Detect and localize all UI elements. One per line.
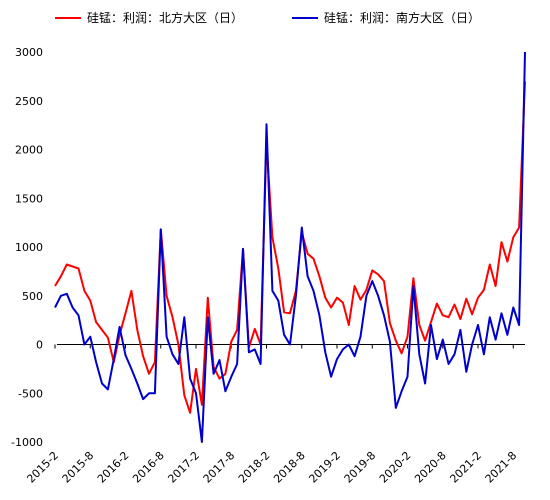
y-tick-label: 2000 [15,144,43,157]
y-tick-label: -500 [18,387,43,400]
y-tick-label: 1000 [15,241,43,254]
x-tick-label: 2021-2 [447,449,484,486]
x-tick-label: 2015-8 [60,449,97,486]
x-tick-label: 2018-8 [271,449,308,486]
y-tick-label: 0 [36,339,43,352]
x-tick-label: 2017-2 [165,449,202,486]
x-tick-label: 2019-2 [306,449,343,486]
x-tick-label: 2016-8 [130,449,167,486]
legend-label: 硅锰：利润：南方大区（日） [324,10,480,25]
y-tick-label: 500 [22,290,43,303]
plot-area [54,51,526,443]
x-tick-label: 2020-2 [377,449,414,486]
x-tick-label: 2019-8 [342,449,379,486]
y-tick-label: 1500 [15,192,43,205]
y-tick-label: -1000 [11,436,43,449]
x-tick-label: 2016-2 [95,449,132,486]
x-tick-label: 2020-8 [412,449,449,486]
x-tick-label: 2015-2 [24,449,61,486]
legend: 硅锰：利润：北方大区（日） 硅锰：利润：南方大区（日） [55,10,480,25]
y-tick-label: 2500 [15,95,43,108]
legend-label: 硅锰：利润：北方大区（日） [87,10,243,25]
x-tick-label: 2017-8 [201,449,238,486]
x-tick-label: 2018-2 [236,449,273,486]
series-line-south [54,51,526,443]
x-axis: 2015-22015-82016-22016-82017-22017-82018… [24,344,525,486]
y-axis: -1000 -500 0 500 1000 1500 2000 2500 3000 [11,46,43,449]
series-line-north [54,81,526,414]
x-tick-label: 2021-8 [483,449,520,486]
y-tick-label: 3000 [15,46,43,59]
